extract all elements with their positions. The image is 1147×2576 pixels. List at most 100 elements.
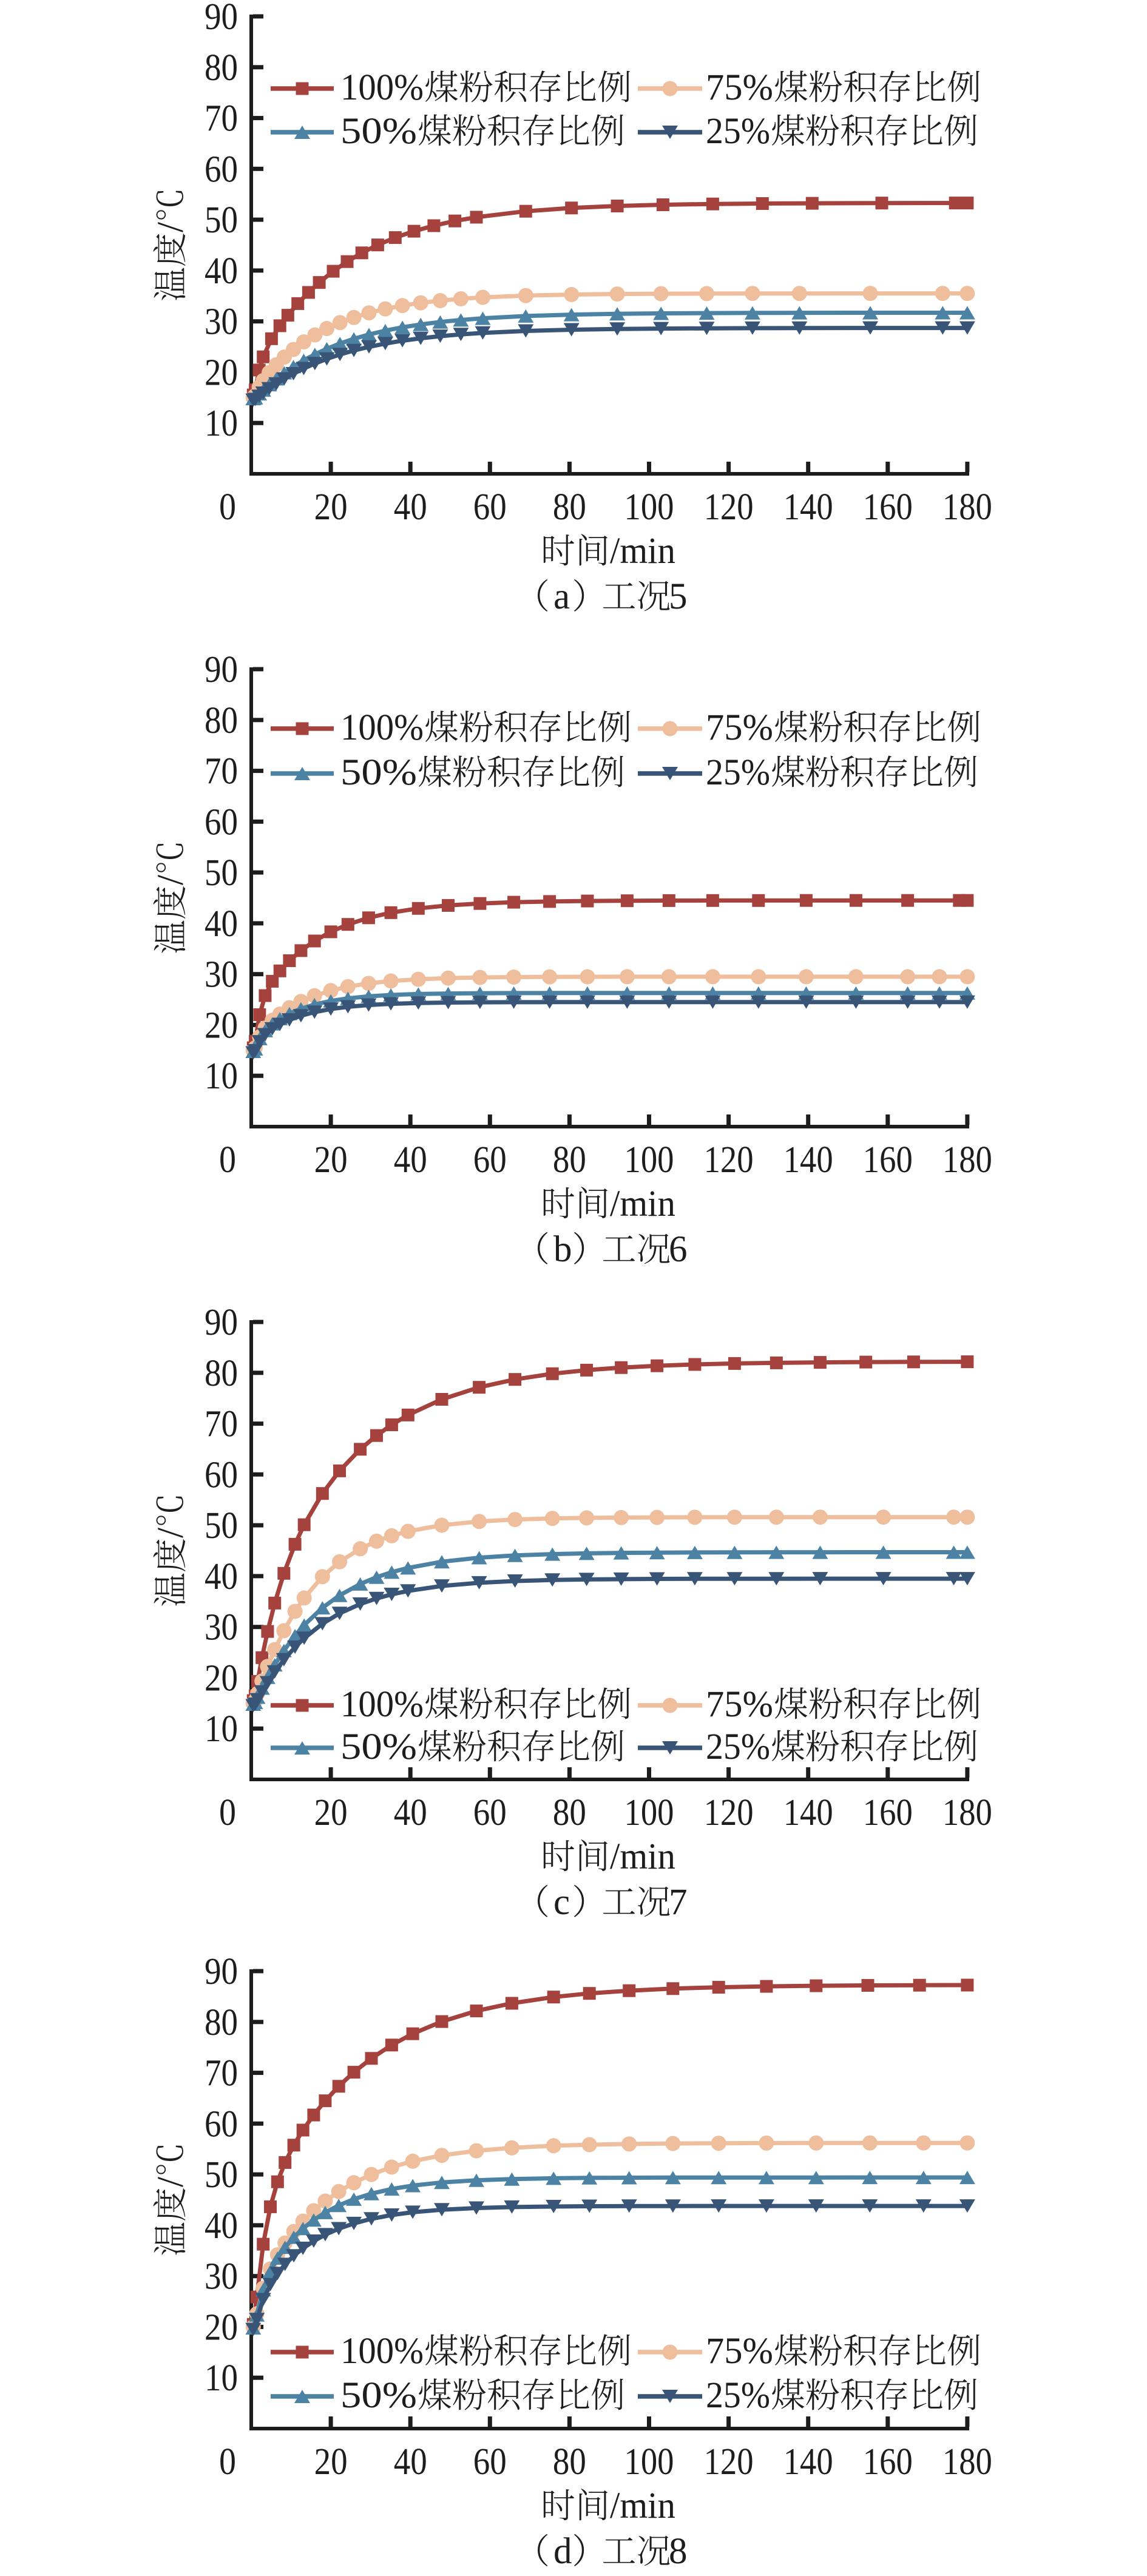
svg-text:160: 160 (863, 1792, 913, 1833)
svg-text:50: 50 (205, 1505, 238, 1546)
svg-text:70: 70 (205, 751, 238, 792)
svg-text:90: 90 (205, 0, 238, 38)
svg-text:30: 30 (205, 2256, 238, 2298)
svg-text:40: 40 (394, 1792, 427, 1833)
svg-text:100: 100 (624, 487, 674, 528)
svg-text:20: 20 (314, 2441, 348, 2483)
svg-text:50: 50 (205, 200, 238, 241)
svg-text:10: 10 (205, 403, 238, 444)
svg-text:70: 70 (205, 2053, 238, 2094)
svg-text:70: 70 (205, 1404, 238, 1445)
svg-text:100%: 100% (340, 707, 424, 748)
svg-text:60: 60 (473, 487, 507, 528)
svg-text:50%: 50% (340, 1727, 417, 1767)
svg-text:60: 60 (205, 149, 238, 190)
svg-text:80: 80 (205, 2002, 238, 2043)
svg-text:180: 180 (942, 1139, 992, 1181)
svg-text:120: 120 (704, 2441, 754, 2483)
svg-text:40: 40 (205, 251, 238, 292)
svg-text:30: 30 (205, 954, 238, 996)
svg-text:180: 180 (942, 2441, 992, 2483)
svg-text:d: d (553, 2531, 572, 2572)
svg-text:5: 5 (669, 576, 688, 617)
svg-text:20: 20 (205, 352, 238, 393)
svg-text:7: 7 (669, 1882, 688, 1923)
svg-text:80: 80 (205, 1353, 238, 1394)
svg-text:25%: 25% (706, 2375, 770, 2416)
svg-text:20: 20 (314, 1792, 348, 1833)
svg-text:0: 0 (219, 487, 236, 528)
svg-text:/min: /min (610, 2486, 675, 2526)
svg-text:50%: 50% (340, 111, 417, 152)
svg-text:0: 0 (219, 1792, 236, 1833)
svg-text:120: 120 (704, 487, 754, 528)
svg-text:100: 100 (624, 2441, 674, 2483)
svg-text:60: 60 (205, 801, 238, 843)
svg-text:180: 180 (942, 1792, 992, 1833)
svg-text:40: 40 (394, 487, 427, 528)
svg-text:/min: /min (610, 531, 675, 572)
svg-text:20: 20 (205, 1005, 238, 1046)
svg-text:25%: 25% (706, 752, 770, 793)
svg-text:90: 90 (205, 1302, 238, 1343)
svg-text:75%: 75% (706, 707, 773, 748)
svg-text:100: 100 (624, 1792, 674, 1833)
svg-text:160: 160 (863, 2441, 913, 2483)
svg-text:40: 40 (205, 903, 238, 945)
svg-text:30: 30 (205, 1607, 238, 1648)
svg-text:160: 160 (863, 1139, 913, 1181)
svg-text:b: b (553, 1229, 572, 1270)
svg-text:25%: 25% (706, 111, 770, 152)
svg-text:40: 40 (394, 2441, 427, 2483)
svg-text:100: 100 (624, 1139, 674, 1181)
svg-text:90: 90 (205, 649, 238, 690)
svg-text:120: 120 (704, 1792, 754, 1833)
svg-text:60: 60 (473, 1139, 507, 1181)
svg-text:75%: 75% (706, 1684, 773, 1725)
svg-text:10: 10 (205, 2358, 238, 2399)
svg-text:50%: 50% (340, 752, 417, 793)
svg-text:50%: 50% (340, 2375, 417, 2416)
svg-text:180: 180 (942, 487, 992, 528)
svg-text:75%: 75% (706, 67, 773, 108)
svg-text:8: 8 (669, 2531, 688, 2572)
svg-text:c: c (553, 1882, 570, 1923)
svg-text:80: 80 (553, 487, 586, 528)
svg-text:160: 160 (863, 487, 913, 528)
svg-text:a: a (553, 576, 570, 617)
svg-text:100%: 100% (340, 2331, 424, 2372)
svg-text:/: / (151, 2177, 191, 2187)
svg-text:/: / (151, 875, 191, 885)
svg-text:10: 10 (205, 1056, 238, 1097)
svg-text:60: 60 (205, 1454, 238, 1495)
svg-text:140: 140 (783, 2441, 833, 2483)
svg-text:40: 40 (394, 1139, 427, 1181)
svg-text:80: 80 (205, 700, 238, 741)
svg-text:140: 140 (783, 1792, 833, 1833)
svg-text:50: 50 (205, 2154, 238, 2196)
svg-text:10: 10 (205, 1708, 238, 1750)
svg-text:100%: 100% (340, 67, 424, 108)
svg-text:/: / (151, 222, 191, 232)
svg-text:60: 60 (205, 2103, 238, 2145)
svg-text:/min: /min (610, 1836, 675, 1877)
svg-text:60: 60 (473, 1792, 507, 1833)
svg-text:140: 140 (783, 1139, 833, 1181)
svg-text:75%: 75% (706, 2331, 773, 2372)
svg-text:20: 20 (314, 1139, 348, 1181)
svg-text:80: 80 (553, 1139, 586, 1181)
svg-text:120: 120 (704, 1139, 754, 1181)
svg-text:20: 20 (205, 2307, 238, 2348)
svg-text:30: 30 (205, 302, 238, 343)
svg-text:40: 40 (205, 1556, 238, 1597)
svg-text:20: 20 (205, 1657, 238, 1699)
svg-text:25%: 25% (706, 1727, 770, 1767)
svg-text:0: 0 (219, 1139, 236, 1181)
svg-text:40: 40 (205, 2205, 238, 2247)
svg-text:80: 80 (205, 47, 238, 89)
svg-text:80: 80 (553, 1792, 586, 1833)
svg-text:100%: 100% (340, 1684, 424, 1725)
svg-text:60: 60 (473, 2441, 507, 2483)
svg-text:6: 6 (669, 1229, 688, 1270)
svg-text:50: 50 (205, 852, 238, 894)
